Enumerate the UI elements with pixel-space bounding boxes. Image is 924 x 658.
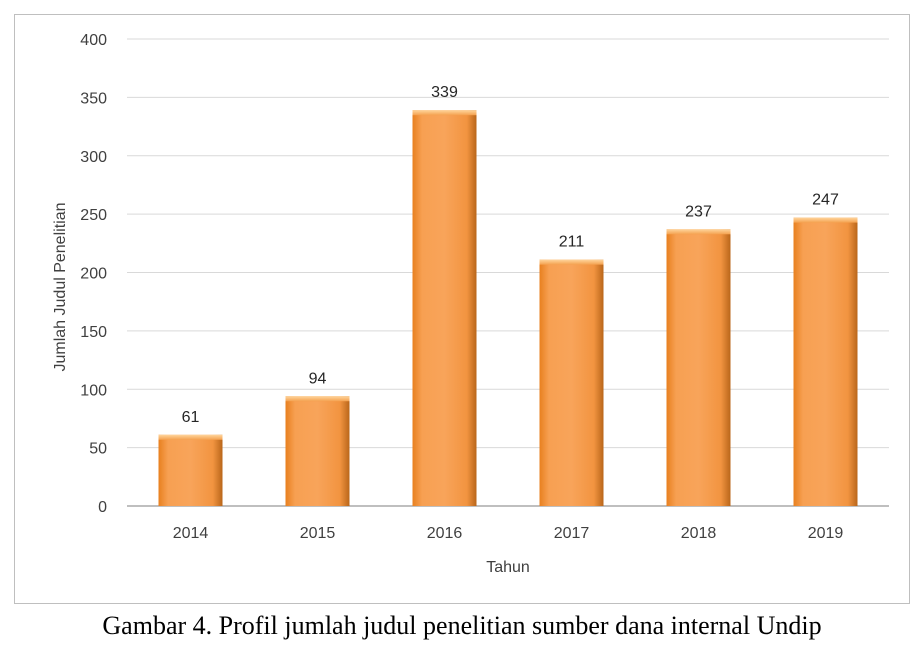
bar-top-bevel bbox=[158, 434, 223, 440]
x-tick-label: 2019 bbox=[808, 525, 844, 542]
y-tick-label: 100 bbox=[80, 382, 107, 399]
y-tick-label: 400 bbox=[80, 32, 107, 49]
bars bbox=[158, 110, 858, 507]
bar-top-bevel bbox=[539, 259, 604, 265]
y-tick-label: 250 bbox=[80, 207, 107, 224]
data-label: 237 bbox=[685, 203, 712, 220]
bar-2017 bbox=[539, 259, 604, 506]
data-label: 61 bbox=[182, 409, 200, 426]
x-tick-label: 2018 bbox=[681, 525, 717, 542]
data-label: 94 bbox=[309, 370, 327, 387]
gridlines bbox=[127, 38, 889, 507]
y-tick-label: 300 bbox=[80, 149, 107, 166]
data-labels: 61 94 339 211 237 247 bbox=[182, 84, 839, 426]
bar bbox=[793, 217, 858, 506]
y-tick-label: 0 bbox=[98, 499, 107, 516]
bar bbox=[285, 396, 350, 506]
x-tick-label: 2016 bbox=[427, 525, 463, 542]
y-axis-title: Jumlah Judul Penelitian bbox=[52, 203, 69, 372]
figure-caption: Gambar 4. Profil jumlah judul penelitian… bbox=[102, 611, 822, 640]
bar-top-bevel bbox=[793, 217, 858, 223]
bar-top-bevel bbox=[285, 396, 350, 402]
y-tick-label: 50 bbox=[89, 441, 107, 458]
bar-top-bevel bbox=[412, 110, 477, 116]
bar bbox=[158, 434, 223, 506]
chart-frame: 0 50 100 150 200 250 300 350 400 61 94 339 211 237 24… bbox=[14, 14, 910, 604]
y-tick-label: 200 bbox=[80, 266, 107, 283]
bar bbox=[412, 110, 477, 506]
y-tick-label: 150 bbox=[80, 324, 107, 341]
bar-chart: 0 50 100 150 200 250 300 350 400 61 94 339 211 237 24… bbox=[52, 32, 889, 576]
data-label: 211 bbox=[559, 234, 585, 251]
bar-2015 bbox=[285, 396, 350, 506]
bar-2016 bbox=[412, 110, 477, 506]
bar-2019 bbox=[793, 217, 858, 506]
x-tick-label: 2014 bbox=[173, 525, 209, 542]
data-label: 247 bbox=[812, 192, 839, 209]
x-axis-title: Tahun bbox=[486, 559, 530, 576]
x-tick-label: 2017 bbox=[554, 525, 590, 542]
data-label: 339 bbox=[431, 84, 458, 101]
y-axis-ticks: 0 50 100 150 200 250 300 350 400 bbox=[80, 32, 107, 516]
bar-2014 bbox=[158, 434, 223, 506]
bar-top-bevel bbox=[666, 229, 731, 235]
x-tick-label: 2015 bbox=[300, 525, 336, 542]
bar bbox=[666, 229, 731, 507]
bar-2018 bbox=[666, 229, 731, 507]
bar bbox=[539, 259, 604, 506]
x-axis-ticks: 2014 2015 2016 2017 2018 2019 bbox=[173, 525, 844, 542]
y-tick-label: 350 bbox=[80, 90, 107, 107]
